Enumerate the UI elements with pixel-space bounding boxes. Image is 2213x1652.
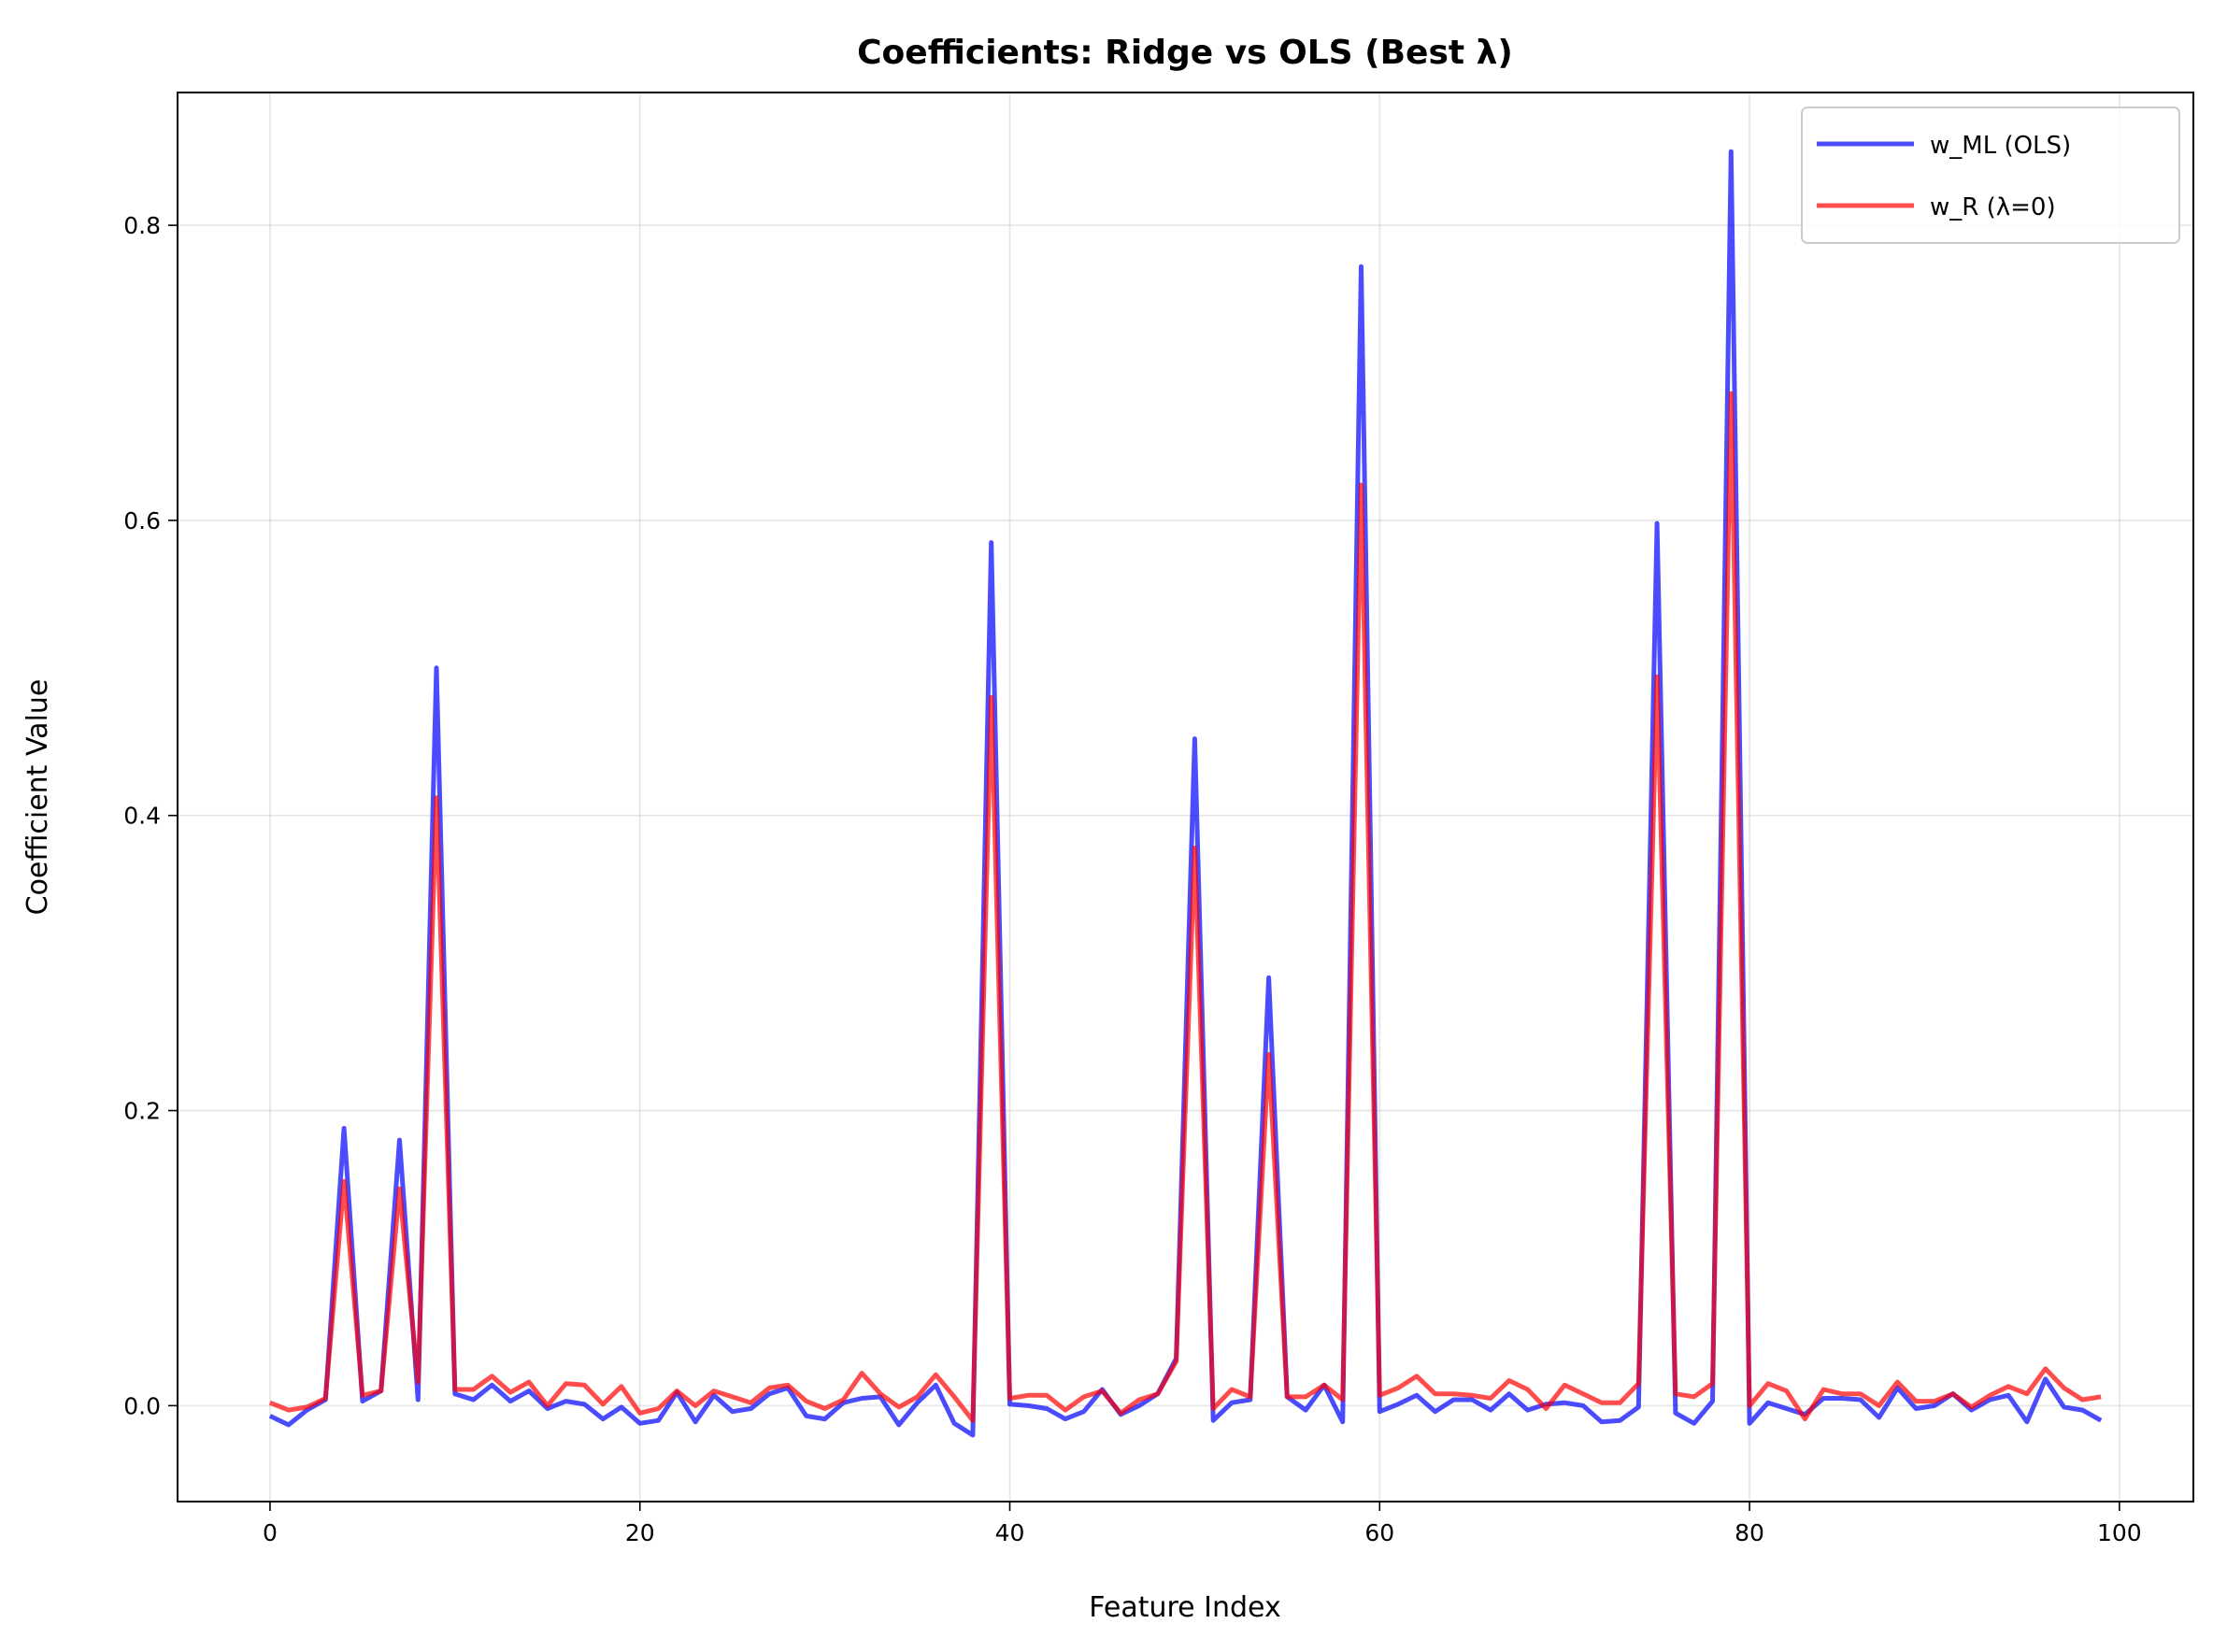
series-line-w-r [268,391,2102,1423]
x-tick-label: 100 [2097,1519,2142,1546]
x-tick-label: 80 [1735,1519,1764,1546]
plot-frame [177,92,2194,1502]
chart-title: Coefficients: Ridge vs OLS (Best λ) [857,34,1513,72]
x-tick-label: 60 [1364,1519,1394,1546]
y-tick-label: 0.6 [123,507,161,534]
y-tick-label: 0.8 [123,212,161,239]
x-tick-label: 40 [995,1519,1025,1546]
x-tick-label: 0 [263,1519,278,1546]
legend-label-w-ml: w_ML (OLS) [1930,132,2071,160]
x-tick-label: 20 [625,1519,655,1546]
y-tick-label: 0.0 [123,1392,161,1419]
legend-box [1801,107,2180,244]
legend-label-w-r: w_R (λ=0) [1930,193,2056,221]
plot-lines [268,149,2103,1438]
y-axis-label: Coefficient Value [21,679,54,916]
y-tick-label: 0.4 [123,803,161,830]
x-axis-label: Feature Index [1089,1591,1281,1624]
axis-ticks: 0 20 40 60 80 100 0.0 0.2 0.4 0.6 0.8 [123,212,2141,1546]
y-tick-label: 0.2 [123,1098,161,1125]
legend: w_ML (OLS) w_R (λ=0) [1801,107,2180,244]
